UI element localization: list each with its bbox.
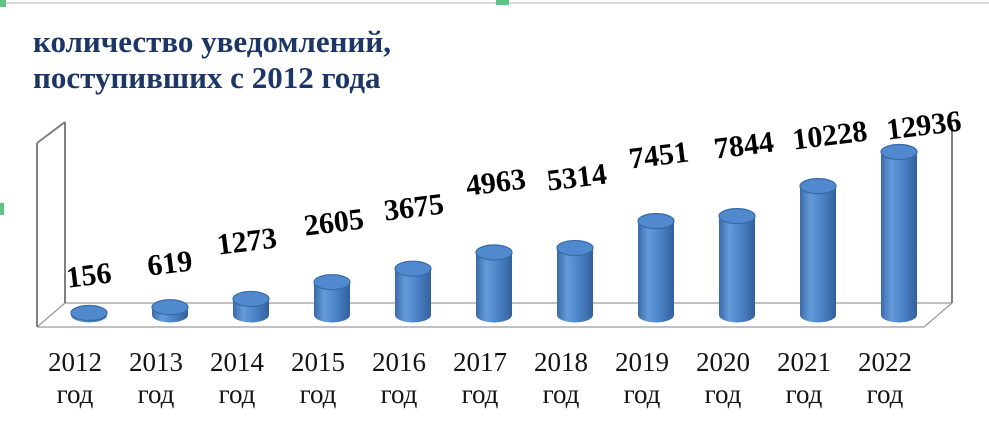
cylinder-bar-2018: [556, 239, 594, 323]
axis-label-year: 2012: [48, 347, 102, 377]
top-border-line: [0, 2, 989, 4]
axis-label-suffix: год: [381, 379, 418, 409]
cylinder-bar-2017: [475, 244, 513, 323]
chart-frame-line: [923, 302, 953, 328]
value-label: 4963: [464, 163, 528, 203]
cylinder-bar-2012: [70, 304, 108, 323]
cylinder-body: [638, 221, 674, 315]
value-label: 3675: [382, 188, 446, 228]
cylinder-top: [151, 299, 189, 316]
cylinder-top: [718, 208, 756, 225]
axis-label-year: 2015: [291, 347, 345, 377]
value-label: 5314: [545, 158, 609, 198]
value-label: 2605: [302, 203, 366, 243]
value-label: 7451: [627, 136, 691, 176]
cylinder-bar-2020: [718, 208, 756, 323]
axis-label-suffix: год: [624, 379, 661, 409]
value-label: 619: [145, 244, 194, 282]
axis-label-suffix: год: [57, 379, 94, 409]
axis-label-suffix: год: [786, 379, 823, 409]
accent-square-top-center: [496, 0, 509, 5]
cylinder-top: [556, 239, 594, 257]
cylinder-top: [313, 274, 351, 291]
value-label: 156: [64, 256, 113, 294]
cylinder-bar-2013: [151, 299, 189, 323]
cylinder-top: [880, 143, 918, 161]
axis-label-suffix: год: [705, 379, 742, 409]
axis-label-suffix: год: [300, 379, 337, 409]
chart-frame-line: [36, 302, 66, 328]
axis-label-year: 2020: [696, 347, 750, 377]
axis-label-year: 2013: [129, 347, 183, 377]
cylinder-body: [881, 152, 917, 315]
axis-label-suffix: год: [543, 379, 580, 409]
axis-label-year: 2017: [453, 347, 507, 377]
accent-mark-left-edge: [0, 203, 4, 215]
cylinder-top: [637, 213, 675, 230]
axis-label-year: 2021: [777, 347, 831, 377]
cylinder-body: [557, 248, 593, 315]
accent-square-top-left: [0, 0, 6, 7]
cylinder-bar-2015: [313, 274, 351, 323]
axis-label-year: 2018: [534, 347, 588, 377]
axis-label-year: 2022: [858, 347, 912, 377]
axis-label-suffix: год: [138, 379, 175, 409]
chart-frame-line: [36, 121, 66, 144]
axis-label-year: 2016: [372, 347, 426, 377]
axis-label-suffix: год: [462, 379, 499, 409]
cylinder-body: [719, 216, 755, 315]
axis-label-suffix: год: [867, 379, 904, 409]
chart-title: количество уведомлений, поступивших с 20…: [33, 24, 391, 95]
axis-label-suffix: год: [219, 379, 256, 409]
cylinder-bar-2016: [394, 260, 432, 323]
cylinder-top: [799, 178, 837, 195]
value-label: 7844: [712, 126, 776, 166]
axis-label-year: 2019: [615, 347, 669, 377]
cylinder-bar-2019: [637, 213, 675, 323]
cylinder-body: [476, 252, 512, 315]
value-label: 10228: [791, 115, 869, 157]
cylinder-body: [800, 186, 836, 315]
cylinder-top: [232, 290, 270, 308]
axis-label-year: 2014: [210, 347, 265, 377]
cylinder-bar-2022: [880, 143, 918, 323]
cylinder-top: [394, 260, 432, 277]
value-label: 1273: [215, 222, 279, 262]
cylinder-bar-2021: [799, 178, 837, 323]
cylinder-top: [70, 304, 108, 322]
cylinder-top: [475, 244, 513, 261]
cylinder-bar-2014: [232, 290, 270, 323]
